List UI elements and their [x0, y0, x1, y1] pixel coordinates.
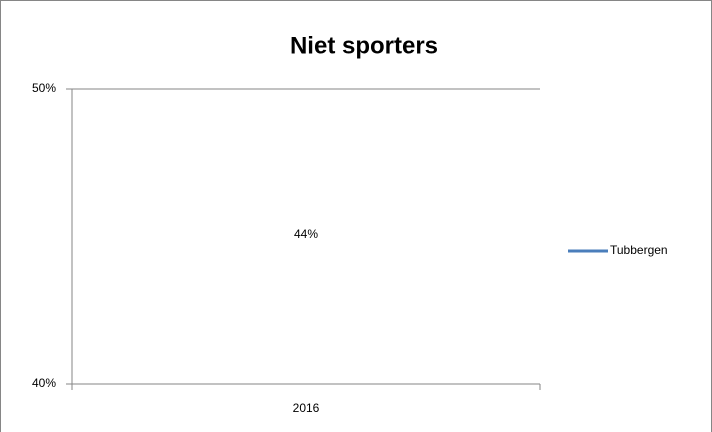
y-tick-label: 50% [32, 81, 56, 95]
legend-label: Tubbergen [610, 243, 668, 257]
y-tick-label: 40% [32, 376, 56, 390]
data-label: 44% [294, 227, 318, 241]
x-tick-label: 2016 [293, 401, 320, 415]
chart-title: Niet sporters [290, 32, 438, 59]
